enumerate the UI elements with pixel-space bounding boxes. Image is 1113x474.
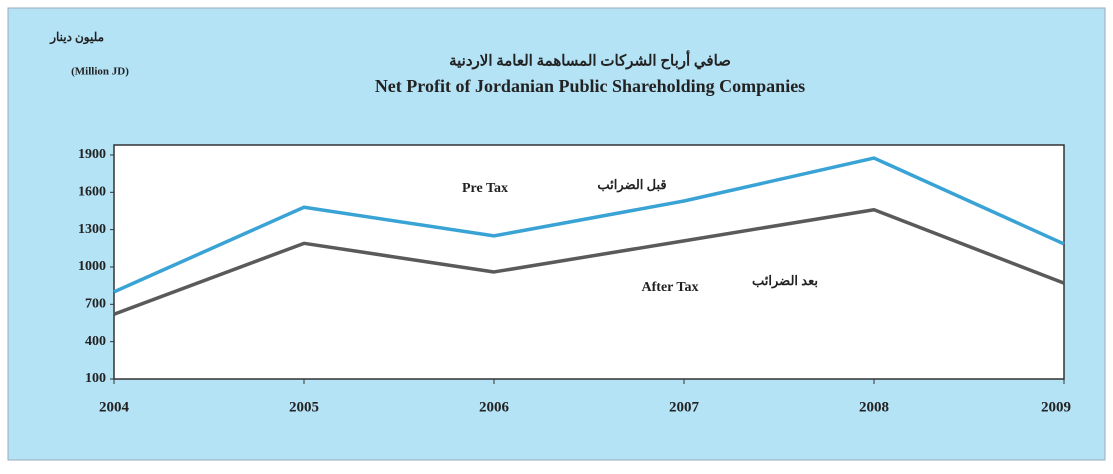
x-tick-label: 2007 bbox=[669, 399, 700, 415]
x-tick-label: 2009 bbox=[1041, 399, 1071, 415]
x-tick-label: 2008 bbox=[859, 399, 889, 415]
y-tick-label: 400 bbox=[85, 334, 106, 349]
chart-title: Net Profit of Jordanian Public Sharehold… bbox=[375, 76, 805, 96]
x-tick-label: 2004 bbox=[99, 399, 130, 415]
y-tick-label: 100 bbox=[85, 371, 106, 386]
x-tick-label: 2005 bbox=[289, 399, 319, 415]
y-tick-label: 1000 bbox=[78, 259, 106, 274]
series-line bbox=[113, 207, 1065, 316]
unit-label: (Million JD) bbox=[71, 66, 129, 78]
series-label: After Tax bbox=[642, 280, 699, 295]
x-tick-label: 2006 bbox=[479, 399, 510, 415]
y-tick-label: 1600 bbox=[78, 185, 106, 200]
plot-area bbox=[113, 144, 1065, 380]
unit-arabic: مليون دينار bbox=[49, 30, 104, 45]
y-tick-label: 700 bbox=[85, 297, 106, 312]
chart-title-arabic: صافي أرباح الشركات المساهمة العامة الارد… bbox=[449, 49, 731, 70]
series-label-arabic: قبل الضرائب bbox=[597, 177, 666, 193]
series-line bbox=[113, 156, 1065, 294]
y-tick-label: 1900 bbox=[78, 147, 106, 162]
series-label: Pre Tax bbox=[462, 181, 508, 196]
series-label-arabic: بعد الضرائب bbox=[752, 273, 818, 289]
y-tick-label: 1300 bbox=[78, 222, 106, 237]
